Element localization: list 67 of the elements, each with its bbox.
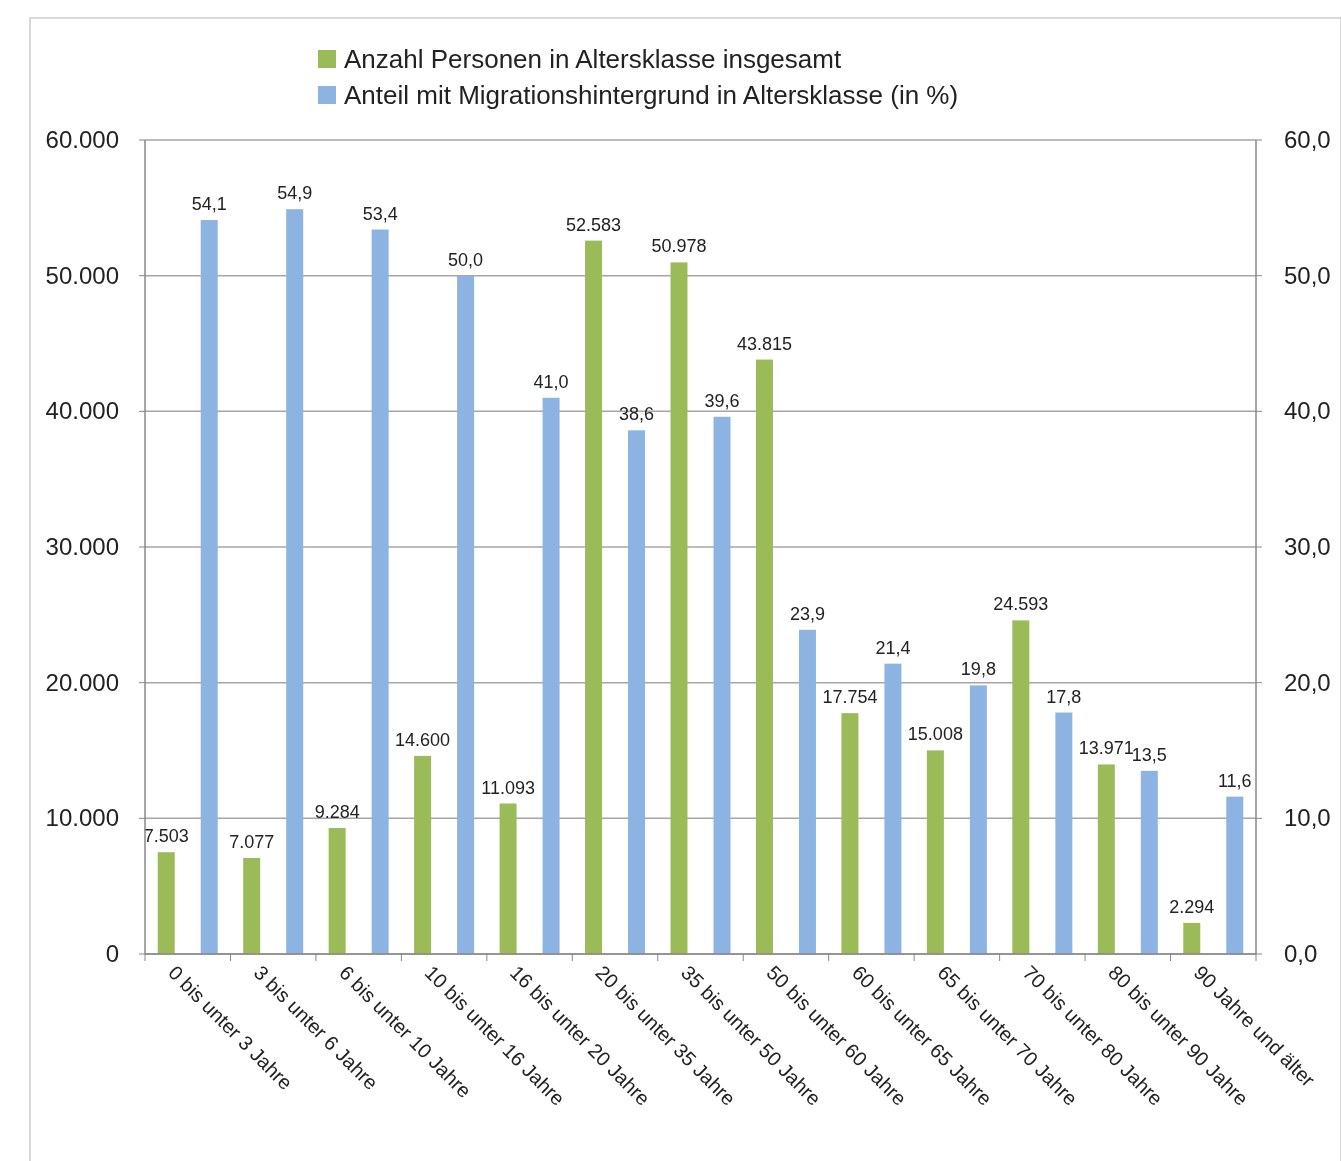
data-label: 52.583 [566, 214, 622, 235]
bar [1055, 712, 1073, 954]
data-label: 19,8 [960, 659, 996, 680]
data-label: 50.978 [651, 236, 707, 257]
bar [542, 397, 560, 954]
data-label: 39,6 [704, 390, 740, 411]
data-label: 41,0 [533, 371, 569, 392]
data-label: 21,4 [875, 637, 911, 658]
bar [969, 685, 987, 954]
bar [1097, 764, 1115, 954]
data-label: 13.971 [1078, 738, 1134, 759]
bar [585, 240, 603, 954]
y2-tick-label: 10,0 [1284, 804, 1331, 832]
y-tick-label: 50.000 [45, 261, 119, 289]
y-tick-label: 20.000 [45, 668, 119, 696]
data-label: 2.294 [1169, 896, 1215, 917]
bar [243, 857, 261, 954]
bar [755, 359, 773, 954]
bar [841, 713, 859, 954]
y2-tick-label: 50,0 [1284, 261, 1331, 289]
data-label: 11,6 [1217, 770, 1252, 791]
data-label: 7.503 [143, 826, 189, 847]
y2-tick-label: 40,0 [1284, 397, 1331, 425]
bar [371, 229, 389, 954]
bar [884, 663, 902, 954]
data-label: 54,9 [277, 183, 313, 204]
bar [628, 430, 646, 954]
data-label: 9.284 [314, 802, 360, 823]
data-label: 50,0 [448, 249, 484, 270]
y-tick-label: 0 [105, 940, 119, 967]
data-label: 7.077 [229, 831, 275, 852]
bar [713, 416, 731, 954]
y2-tick-label: 30,0 [1284, 533, 1331, 560]
bar [286, 209, 304, 954]
bar [670, 262, 688, 954]
bar [926, 750, 944, 954]
data-label: 17.754 [822, 687, 878, 708]
data-label: 43.815 [736, 333, 792, 354]
bar [798, 629, 816, 954]
bar [457, 275, 475, 954]
y-tick-label: 30.000 [45, 533, 119, 560]
data-label: 17,8 [1046, 686, 1082, 707]
bar [328, 828, 346, 954]
bar [414, 755, 432, 954]
data-label: 11.093 [481, 777, 535, 798]
data-label: 53,4 [362, 203, 398, 224]
y-tick-label: 10.000 [45, 804, 119, 832]
bar [499, 803, 517, 954]
data-label: 14.600 [395, 729, 451, 750]
legend-label: Anzahl Personen in Altersklasse insgesamt [344, 44, 842, 74]
data-label: 24.593 [993, 594, 1049, 615]
bar [200, 220, 218, 954]
y2-tick-label: 20,0 [1284, 668, 1331, 696]
y2-tick-label: 60,0 [1284, 126, 1331, 153]
data-label: 38,6 [619, 404, 655, 425]
y-tick-label: 60.000 [45, 126, 119, 153]
bar [1226, 796, 1244, 954]
y-tick-label: 40.000 [45, 397, 119, 425]
bar [1183, 922, 1201, 954]
y2-tick-label: 0,0 [1284, 940, 1318, 967]
bar [1140, 770, 1158, 954]
data-label: 54,1 [191, 194, 227, 215]
legend-label: Anteil mit Migrationshintergrund in Altersklasse (in %) [344, 80, 959, 110]
data-label: 15.008 [907, 724, 963, 745]
bar [1012, 620, 1030, 954]
bar [157, 852, 175, 954]
data-label: 23,9 [789, 603, 825, 624]
